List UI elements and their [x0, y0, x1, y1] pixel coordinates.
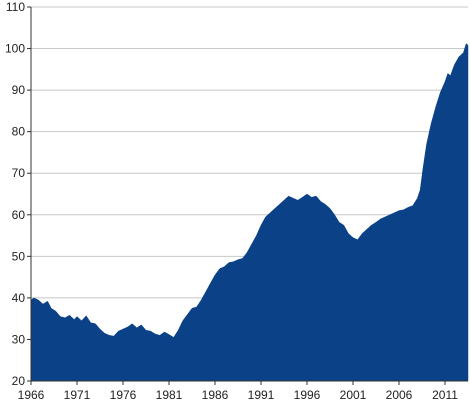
axes — [30, 7, 468, 382]
x-tick-label: 2006 — [386, 388, 413, 402]
y-tick-label: 90 — [12, 83, 26, 97]
y-tick-label: 110 — [6, 0, 25, 14]
x-tick-label: 1966 — [18, 388, 45, 402]
y-tick-label: 20 — [12, 374, 26, 388]
y-tick-label: 40 — [12, 291, 26, 305]
y-tick-labels: 20 30 40 50 60 70 80 90 100 110 — [5, 0, 31, 388]
x-tick-label: 1986 — [202, 388, 229, 402]
x-tick-label: 1991 — [248, 388, 275, 402]
x-tick-label: 1976 — [110, 388, 137, 402]
series-area — [30, 43, 469, 382]
y-tick-label: 70 — [12, 166, 26, 180]
gridlines — [31, 6, 468, 340]
y-tick-label: 30 — [12, 332, 26, 346]
x-tick-label: 2001 — [340, 388, 367, 402]
y-tick-label: 80 — [12, 125, 26, 139]
y-tick-label: 60 — [12, 208, 26, 222]
x-tick-labels: 1966 1971 1976 1981 1986 1991 1996 2001 2006 2011 — [18, 381, 458, 402]
x-tick-label: 1996 — [294, 388, 321, 402]
y-tick-label: 100 — [5, 42, 25, 56]
y-tick-label: 50 — [12, 249, 26, 263]
x-tick-label: 2011 — [432, 388, 458, 402]
x-tick-label: 1981 — [156, 388, 183, 402]
x-tick-label: 1971 — [64, 388, 91, 402]
